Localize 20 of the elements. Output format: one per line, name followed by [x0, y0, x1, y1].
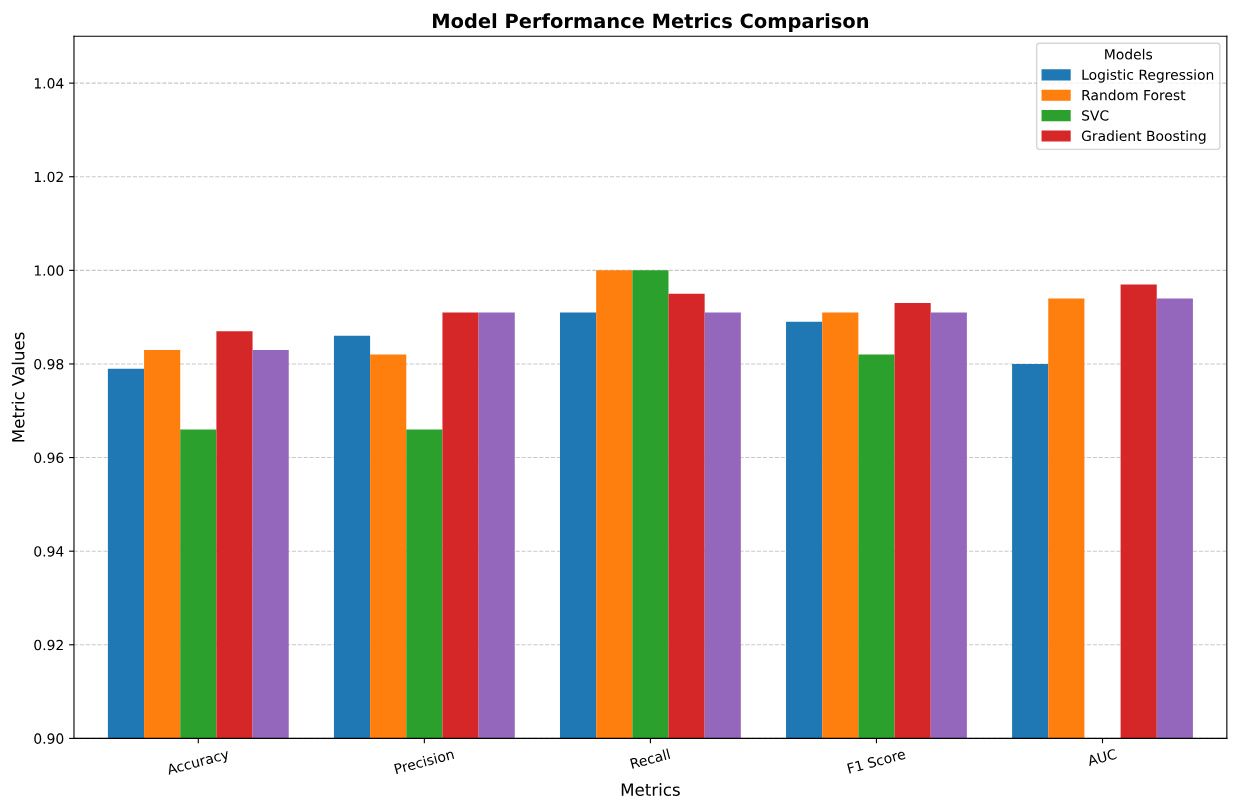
y-tick-label: 0.94 [34, 546, 64, 557]
x-tick-label: Recall [629, 748, 671, 769]
x-tick-label: F1 Score [847, 748, 906, 774]
x-tick-label: Precision [394, 748, 455, 775]
legend-label: Random Forest [1082, 89, 1186, 101]
y-tick-label: 1.04 [34, 78, 64, 89]
legend-title: Models [1105, 48, 1153, 60]
chart-title: Model Performance Metrics Comparison [433, 13, 869, 33]
y-axis-title: Metric Values [11, 332, 25, 442]
y-tick-label: 0.92 [34, 639, 63, 651]
y-tick-label: 1.02 [34, 171, 63, 183]
y-tick-label: 0.96 [34, 452, 64, 464]
x-axis-title: Metrics [621, 783, 680, 796]
x-tick-label: AUC [1086, 748, 1118, 767]
legend-label: SVC [1082, 110, 1109, 121]
y-tick-label: 0.98 [34, 358, 64, 370]
legend-label: Gradient Boosting [1081, 130, 1206, 144]
y-tick-label: 1.00 [34, 265, 64, 276]
legend-label: Logistic Regression [1082, 69, 1214, 83]
y-tick-label: 0.90 [34, 733, 64, 744]
